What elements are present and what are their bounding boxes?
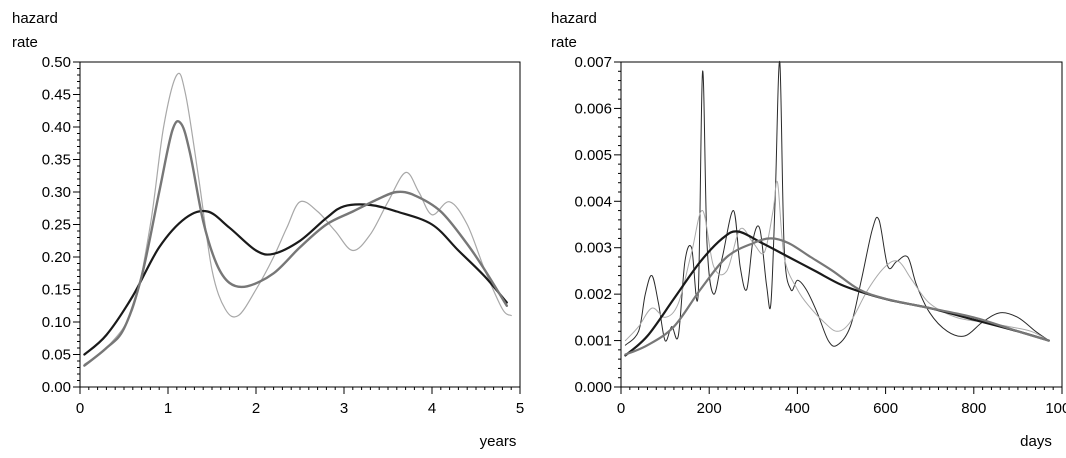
- series-line: [624, 237, 1050, 356]
- x-axis-title: days: [1020, 433, 1052, 450]
- y-tick-label: 0.00: [42, 379, 71, 396]
- y-tick-label: 0.40: [42, 119, 71, 136]
- x-axis-title: years: [480, 433, 517, 450]
- y-tick-label: 0.30: [42, 184, 71, 201]
- y-tick-label: 0.45: [42, 87, 71, 104]
- x-tick-label: 1000: [1045, 400, 1066, 417]
- y-axis-title: hazard: [551, 10, 597, 27]
- series-line: [624, 230, 1050, 357]
- y-tick-label: 0.003: [574, 240, 612, 257]
- y-tick-label: 0.20: [42, 249, 71, 266]
- series-line: [83, 203, 508, 356]
- series-line: [83, 119, 508, 367]
- y-tick-label: 0.002: [574, 286, 612, 303]
- x-tick-label: 4: [428, 400, 436, 417]
- series-line: [83, 72, 512, 365]
- y-tick-label: 0.001: [574, 333, 612, 350]
- y-tick-label: 0.005: [574, 147, 612, 164]
- y-tick-label: 0.004: [574, 193, 612, 210]
- y-axis-title: hazard: [12, 10, 58, 27]
- plot-frame: [620, 61, 1063, 388]
- x-tick-label: 200: [697, 400, 722, 417]
- x-tick-label: 400: [785, 400, 810, 417]
- x-tick-label: 600: [873, 400, 898, 417]
- x-tick-label: 2: [252, 400, 260, 417]
- x-tick-label: 0: [617, 400, 625, 417]
- y-tick-label: 0.25: [42, 217, 71, 234]
- y-tick-label: 0.10: [42, 314, 71, 331]
- y-tick-label: 0.000: [574, 379, 612, 396]
- y-tick-label: 0.15: [42, 282, 71, 299]
- x-tick-label: 5: [516, 400, 524, 417]
- series-line: [624, 180, 1050, 342]
- x-tick-label: 1: [164, 400, 172, 417]
- y-tick-label: 0.50: [42, 54, 71, 71]
- x-tick-label: 3: [340, 400, 348, 417]
- x-tick-label: 0: [76, 400, 84, 417]
- y-tick-label: 0.006: [574, 100, 612, 117]
- y-tick-label: 0.35: [42, 152, 71, 169]
- y-axis-title: rate: [12, 34, 38, 51]
- plot-frame: [79, 61, 521, 388]
- x-tick-label: 800: [961, 400, 986, 417]
- y-tick-label: 0.007: [574, 54, 612, 71]
- y-tick-label: 0.05: [42, 347, 71, 364]
- y-axis-title: rate: [551, 34, 577, 51]
- series-line: [624, 61, 1050, 347]
